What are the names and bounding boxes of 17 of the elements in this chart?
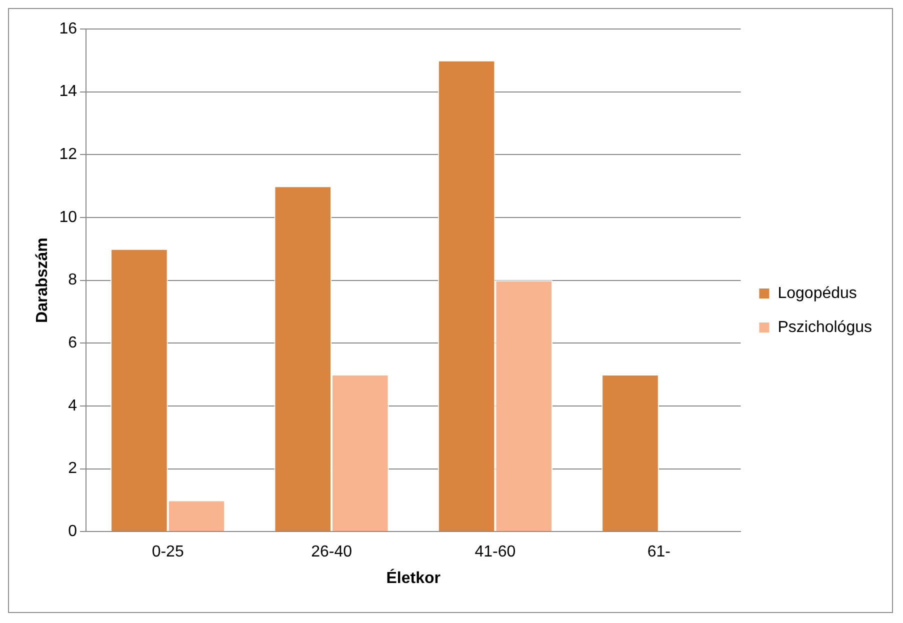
y-tick-label: 14: [59, 83, 78, 100]
y-axis-title: Darabszám: [34, 238, 52, 323]
y-tick-label: 2: [68, 460, 78, 478]
legend-label: Logopédus: [778, 284, 857, 302]
x-tick-label: 26-40: [311, 544, 352, 561]
x-tick-label: 0-25: [152, 544, 184, 561]
y-tick-label: 8: [68, 272, 78, 289]
y-tick-label: 10: [59, 208, 78, 226]
x-tick-label: 61-: [647, 544, 670, 561]
legend-label: Pszichológus: [778, 318, 872, 336]
y-tick-label: 4: [68, 397, 78, 414]
y-tick-label: 16: [59, 20, 78, 38]
x-axis-title: Életkor: [386, 568, 440, 587]
y-tick-label: 0: [68, 523, 78, 540]
x-tick-label: 41-60: [474, 544, 516, 561]
y-tick-label: 12: [59, 146, 78, 164]
y-tick-label: 6: [68, 334, 78, 352]
